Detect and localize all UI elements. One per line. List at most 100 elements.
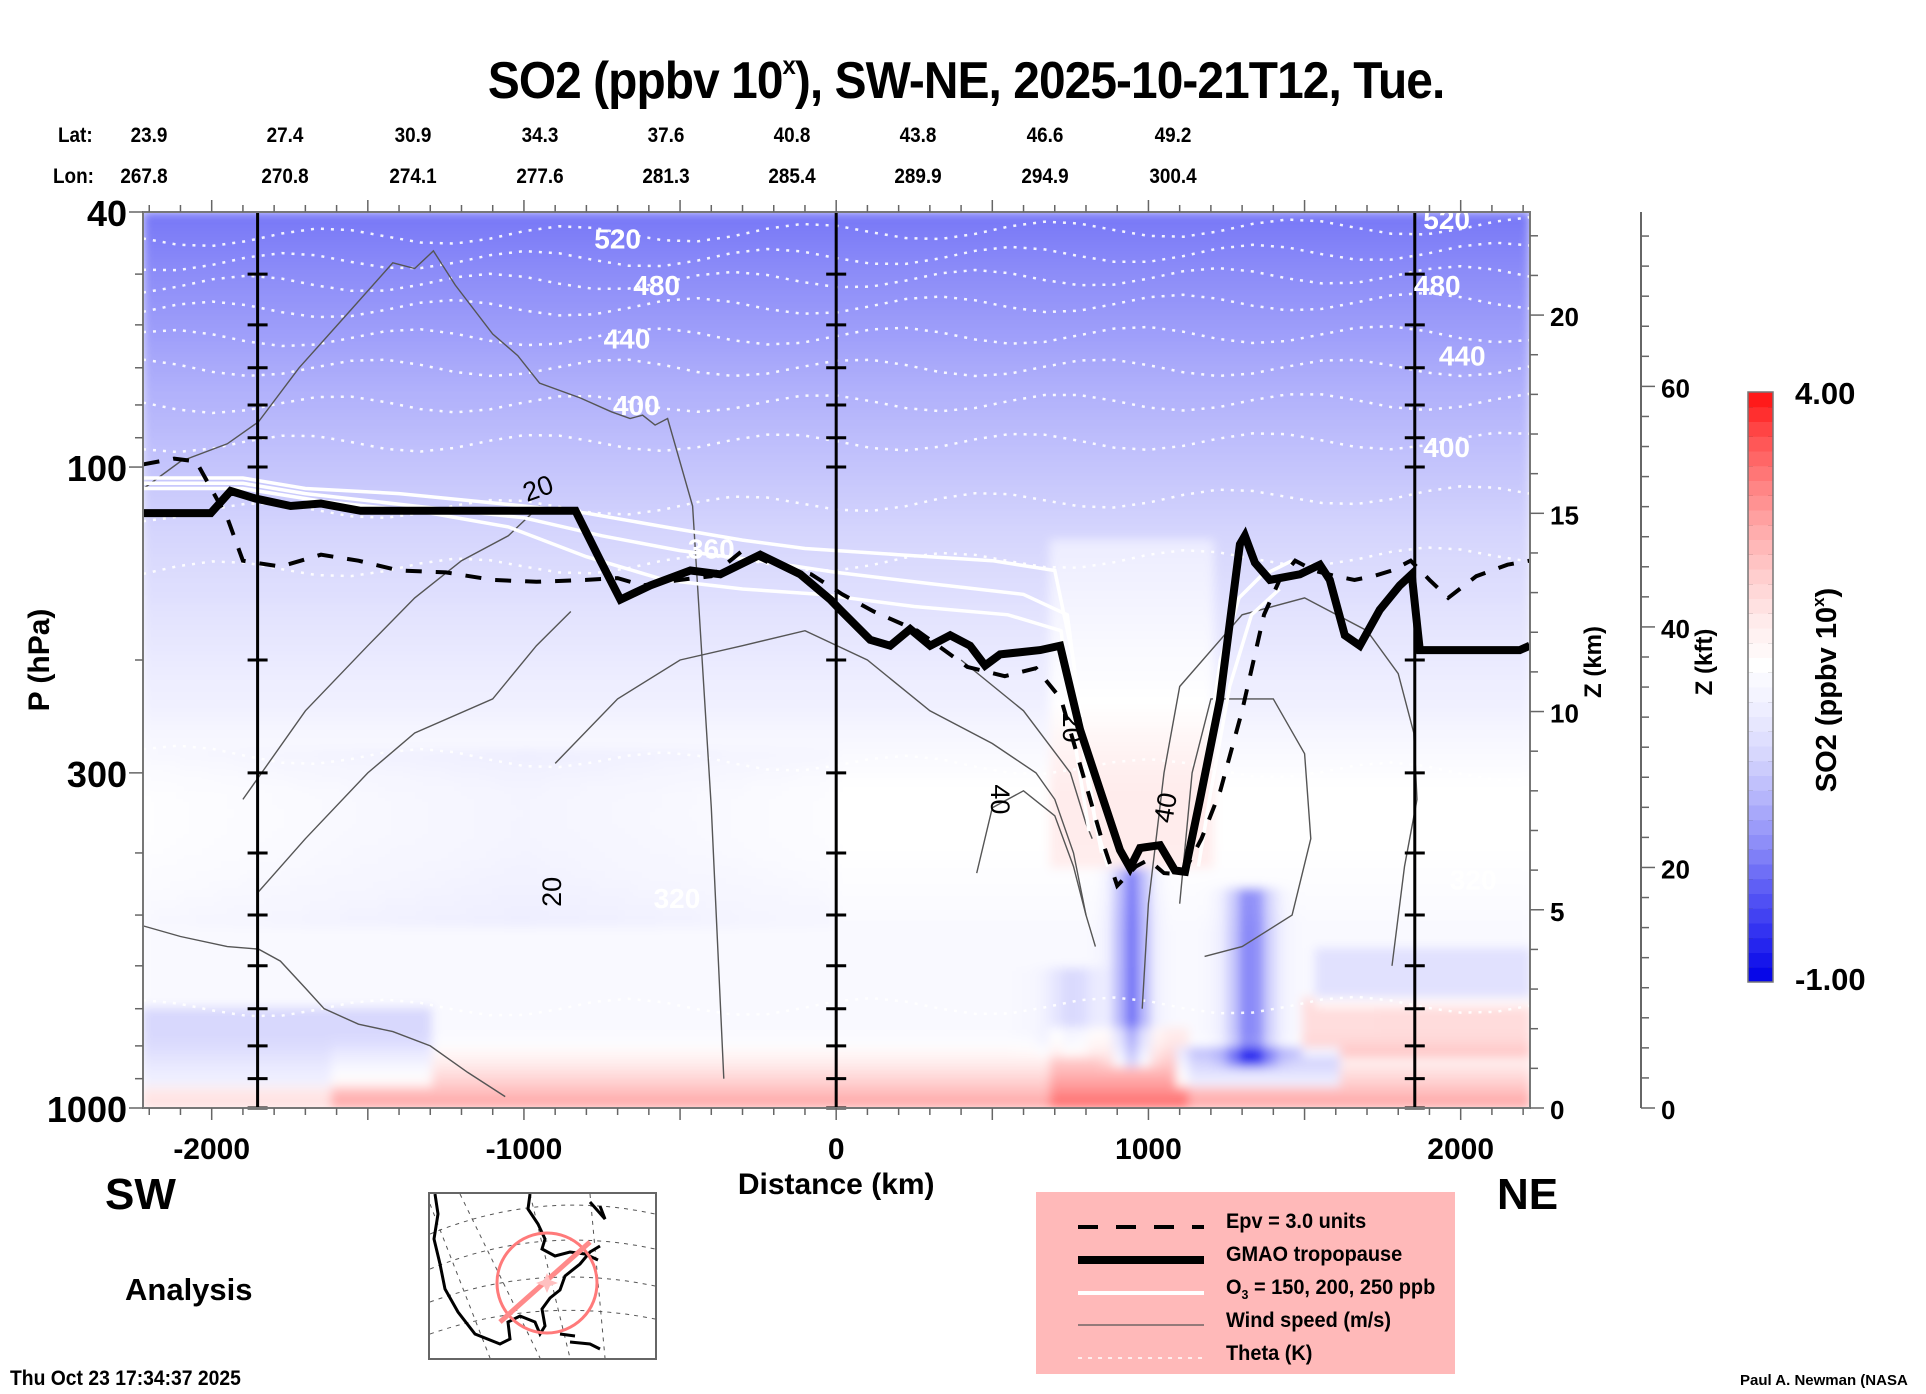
heatmap-cell <box>747 509 762 522</box>
heatmap-cell <box>873 499 888 512</box>
heatmap-cell <box>1037 350 1052 363</box>
heatmap-cell <box>1264 599 1279 612</box>
heatmap-cell <box>179 220 195 233</box>
heatmap-cell <box>167 549 182 562</box>
heatmap-cell <box>1112 390 1128 403</box>
heatmap-cell <box>230 469 245 482</box>
heatmap-cell <box>444 459 460 472</box>
heatmap-cell <box>1251 599 1267 612</box>
heatmap-cell <box>1075 370 1090 383</box>
heatmap-cell <box>1402 340 1418 353</box>
heatmap-cell <box>1289 280 1305 293</box>
heatmap-cell <box>911 509 926 522</box>
heatmap-cell <box>1163 479 1178 492</box>
heatmap-cell <box>305 240 321 253</box>
heatmap-cell <box>545 569 561 582</box>
heatmap-cell <box>520 639 535 652</box>
heatmap-cell <box>1415 619 1431 632</box>
heatmap-cell <box>1516 629 1530 642</box>
heatmap-cell <box>986 380 1002 393</box>
heatmap-cell <box>293 539 308 552</box>
heatmap-cell <box>747 280 762 293</box>
heatmap-cell <box>885 509 901 522</box>
heatmap-cell <box>406 569 422 582</box>
heatmap-cell <box>1238 390 1254 403</box>
heatmap-cell <box>143 360 157 373</box>
heatmap-cell <box>545 220 561 233</box>
heatmap-cell <box>305 589 321 602</box>
heatmap-cell <box>583 619 598 632</box>
heatmap-cell <box>722 260 737 273</box>
heatmap-cell <box>722 509 737 522</box>
heatmap-cell <box>1402 449 1418 462</box>
heatmap-cell <box>1037 280 1052 293</box>
heatmap-cell <box>785 489 800 502</box>
heatmap-cell <box>923 569 939 582</box>
heatmap-cell <box>469 499 485 512</box>
heatmap-cell <box>1163 519 1178 532</box>
heatmap-cell <box>1428 420 1443 433</box>
heatmap-cell <box>1415 240 1431 253</box>
heatmap-cell <box>280 230 296 243</box>
heatmap-cell <box>495 280 510 293</box>
heatmap-cell <box>608 230 624 243</box>
heatmap-cell <box>810 559 825 572</box>
heatmap-cell <box>810 230 825 243</box>
heatmap-cell <box>911 569 926 582</box>
heatmap-cell <box>1037 300 1052 313</box>
heatmap-cell <box>1012 240 1027 253</box>
heatmap-cell <box>974 310 989 323</box>
heatmap-cell <box>394 449 409 462</box>
heatmap-cell <box>898 310 914 323</box>
heatmap-cell <box>1062 400 1078 413</box>
heatmap-cell <box>255 250 271 263</box>
heatmap-cell <box>1440 240 1456 253</box>
heatmap-cell <box>885 489 901 502</box>
heatmap-cell <box>242 499 258 512</box>
heatmap-cell <box>154 320 170 333</box>
heatmap-cell <box>1163 310 1178 323</box>
heatmap-cell <box>1226 300 1241 313</box>
heatmap-cell <box>1226 212 1241 223</box>
heatmap-cell <box>1365 599 1380 612</box>
heatmap-cell <box>154 479 170 492</box>
heatmap-cell <box>797 390 813 403</box>
heatmap-cell <box>709 370 725 383</box>
heatmap-cell <box>848 420 863 433</box>
heatmap-cell <box>633 549 649 562</box>
heatmap-cell <box>293 469 308 482</box>
heatmap-cell <box>974 350 989 363</box>
heatmap-cell <box>280 310 296 323</box>
heatmap-cell <box>331 340 346 353</box>
heatmap-cell <box>1465 609 1481 622</box>
heatmap-cell <box>772 430 788 442</box>
heatmap-cell <box>1402 599 1418 612</box>
heatmap-cell <box>1024 410 1040 423</box>
heatmap-cell <box>911 479 926 492</box>
heatmap-cell <box>671 479 687 492</box>
heatmap-cell <box>394 270 409 283</box>
heatmap-cell <box>1339 340 1355 353</box>
heatmap-cell <box>1478 649 1494 661</box>
heatmap-cell <box>835 439 851 452</box>
heatmap-cell <box>1402 629 1418 642</box>
heatmap-cell <box>822 380 838 393</box>
heatmap-cell <box>608 469 624 482</box>
heatmap-cell <box>671 639 687 652</box>
heatmap-cell <box>1402 430 1418 442</box>
heatmap-cell <box>1112 340 1128 353</box>
heatmap-cell <box>974 360 989 373</box>
heatmap-cell <box>1516 420 1530 433</box>
heatmap-cell <box>356 300 371 313</box>
heatmap-cell <box>280 290 296 303</box>
heatmap-cell <box>545 599 561 612</box>
heatmap-cell <box>482 559 498 572</box>
heatmap-cell <box>1314 300 1330 313</box>
heatmap-cell <box>1226 439 1241 452</box>
heatmap-cell <box>381 340 397 353</box>
heatmap-cell <box>1264 250 1279 263</box>
heatmap-cell <box>217 400 233 413</box>
heatmap-cell <box>848 240 863 253</box>
heatmap-cell <box>583 589 598 602</box>
